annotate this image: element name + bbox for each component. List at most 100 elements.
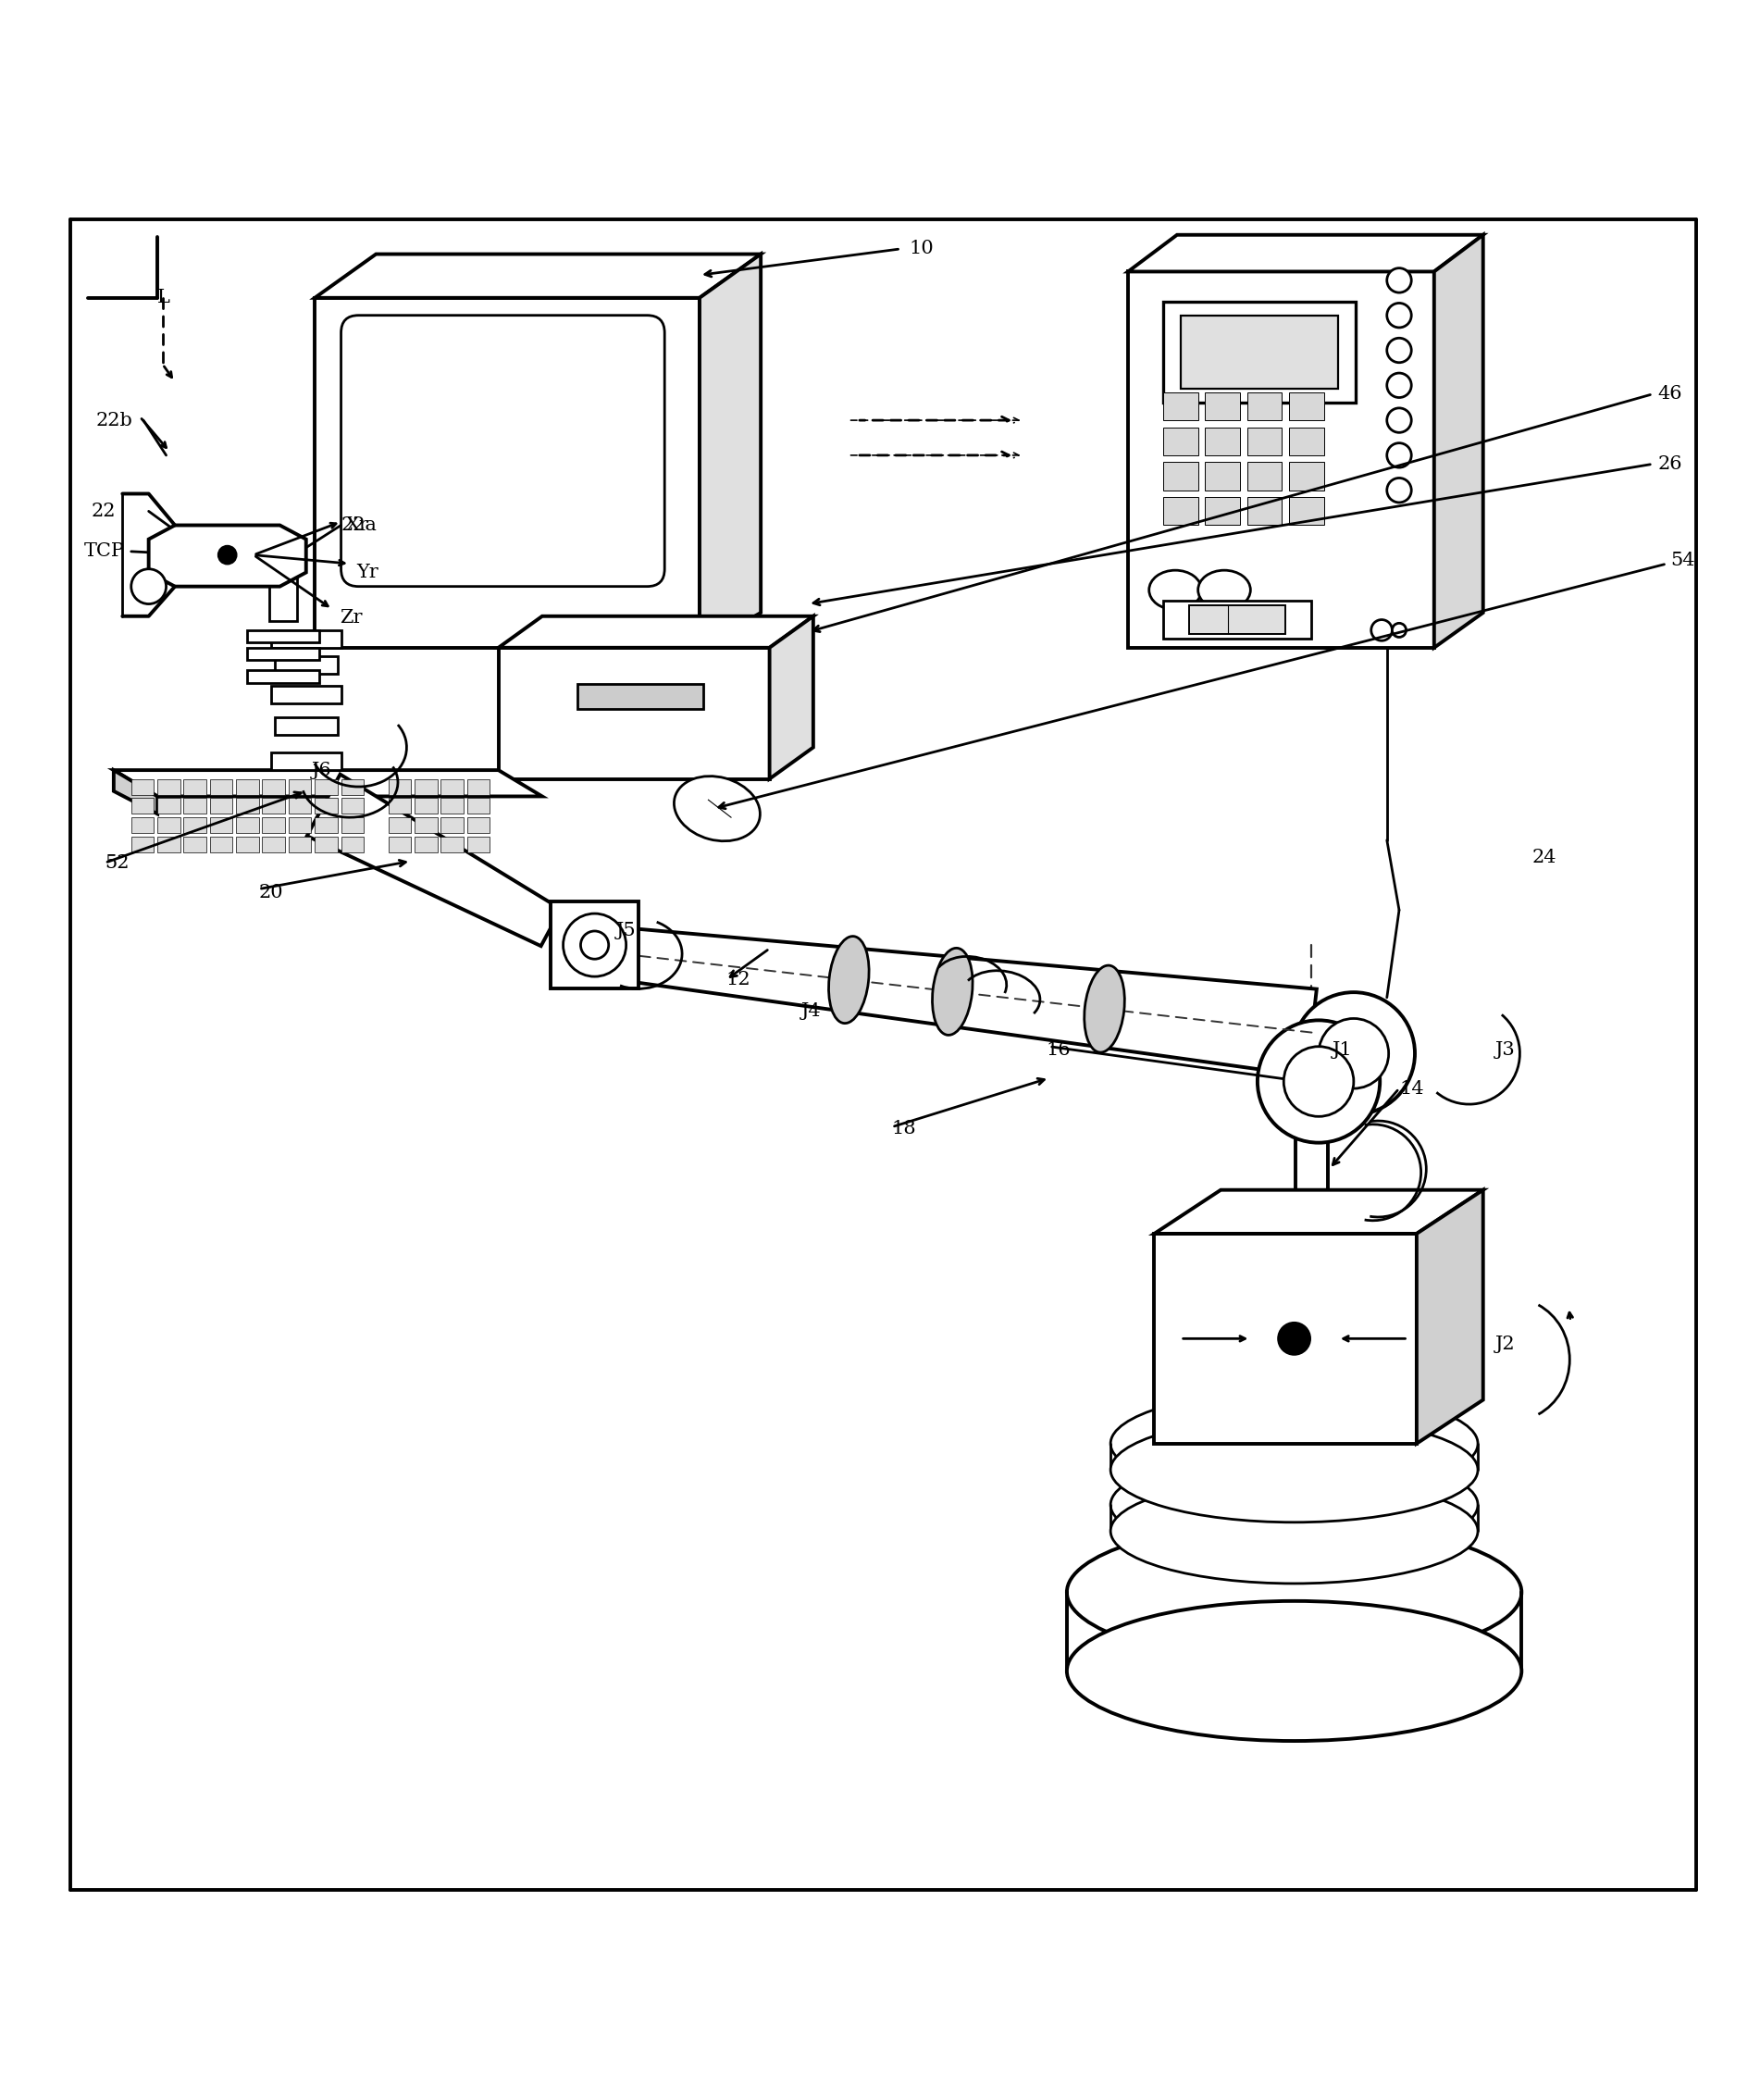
Bar	[274, 657, 337, 674]
Bar	[157, 817, 180, 834]
Bar	[288, 798, 311, 815]
Bar	[315, 298, 699, 647]
Bar	[440, 779, 463, 794]
Bar	[1204, 426, 1239, 456]
Circle shape	[1283, 1046, 1353, 1117]
Bar	[315, 779, 337, 794]
Text: J1: J1	[1332, 1042, 1353, 1058]
Bar	[1204, 498, 1239, 525]
Circle shape	[563, 914, 626, 977]
Ellipse shape	[1084, 966, 1124, 1052]
Bar	[236, 798, 259, 815]
Bar	[271, 630, 341, 647]
Bar	[440, 798, 463, 815]
Bar	[388, 836, 411, 853]
Bar	[341, 817, 364, 834]
Text: 22a: 22a	[341, 517, 378, 533]
Bar	[274, 718, 337, 735]
Polygon shape	[498, 615, 813, 647]
Bar	[210, 798, 232, 815]
Text: 24: 24	[1531, 848, 1556, 867]
Bar	[1288, 498, 1323, 525]
Bar	[210, 779, 232, 794]
Ellipse shape	[1066, 1600, 1521, 1741]
Bar	[315, 798, 337, 815]
Bar	[388, 798, 411, 815]
Bar	[184, 798, 206, 815]
Text: J6: J6	[311, 762, 330, 779]
Bar	[467, 779, 489, 794]
Circle shape	[1386, 374, 1411, 397]
Circle shape	[1370, 620, 1391, 641]
Ellipse shape	[1110, 1453, 1477, 1558]
Bar	[388, 817, 411, 834]
Bar	[551, 901, 638, 989]
Bar	[1189, 605, 1285, 634]
Circle shape	[1386, 443, 1411, 468]
Text: 10: 10	[909, 239, 933, 258]
Bar	[315, 836, 337, 853]
Bar	[246, 670, 320, 683]
Bar	[467, 798, 489, 815]
Bar	[236, 836, 259, 853]
Circle shape	[1386, 302, 1411, 328]
Ellipse shape	[932, 947, 972, 1035]
Text: Xr: Xr	[346, 517, 369, 533]
Bar	[184, 836, 206, 853]
Ellipse shape	[1110, 1390, 1477, 1495]
Bar	[1154, 1233, 1416, 1443]
Bar	[1204, 393, 1239, 420]
Bar	[184, 817, 206, 834]
Bar	[157, 779, 180, 794]
Bar	[577, 685, 703, 710]
Bar	[1288, 426, 1323, 456]
Bar	[210, 817, 232, 834]
Circle shape	[580, 930, 608, 960]
Circle shape	[1386, 338, 1411, 363]
Text: TCP: TCP	[84, 542, 124, 561]
Ellipse shape	[829, 937, 869, 1023]
Text: J2: J2	[1495, 1336, 1514, 1352]
Circle shape	[1292, 993, 1414, 1115]
Bar	[414, 817, 437, 834]
Polygon shape	[149, 525, 306, 586]
Bar	[271, 752, 341, 771]
Circle shape	[1318, 1018, 1388, 1088]
Bar	[341, 779, 364, 794]
Bar	[467, 836, 489, 853]
Bar	[131, 836, 154, 853]
Text: J4: J4	[801, 1002, 820, 1021]
Bar	[1246, 393, 1281, 420]
Circle shape	[1386, 269, 1411, 292]
Bar	[1127, 271, 1433, 647]
Bar	[269, 561, 297, 622]
Bar	[288, 779, 311, 794]
Circle shape	[1386, 407, 1411, 433]
Bar	[1180, 315, 1337, 388]
Polygon shape	[1154, 1191, 1482, 1233]
Bar	[246, 630, 320, 643]
Polygon shape	[114, 771, 542, 796]
Circle shape	[1257, 1021, 1379, 1142]
Text: 14: 14	[1398, 1079, 1423, 1098]
Bar	[1162, 300, 1355, 403]
Bar	[1162, 426, 1197, 456]
Polygon shape	[315, 254, 760, 298]
Bar	[414, 798, 437, 815]
Bar	[1162, 498, 1197, 525]
Bar	[1204, 462, 1239, 489]
Text: 54: 54	[1669, 552, 1694, 569]
Bar	[157, 798, 180, 815]
Text: Yr: Yr	[357, 563, 379, 582]
Bar	[1288, 462, 1323, 489]
Bar	[288, 817, 311, 834]
Bar	[1246, 462, 1281, 489]
Text: 20: 20	[259, 884, 283, 901]
Ellipse shape	[1148, 571, 1201, 609]
Bar	[388, 779, 411, 794]
Bar	[414, 779, 437, 794]
Bar	[210, 836, 232, 853]
Ellipse shape	[1110, 1418, 1477, 1522]
Bar	[262, 836, 285, 853]
Polygon shape	[308, 775, 561, 945]
